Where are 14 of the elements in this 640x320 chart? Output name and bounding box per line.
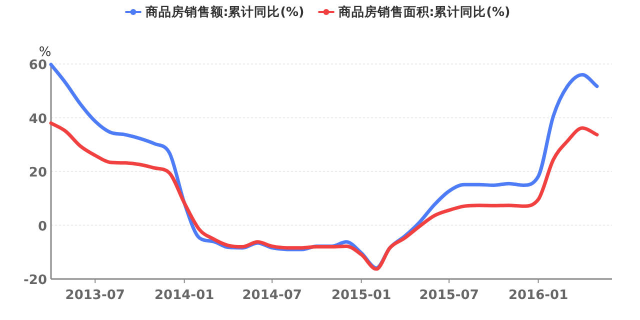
x-tick-label: 2013-07 bbox=[65, 288, 125, 303]
legend-label: 商品房销售额:累计同比(%) bbox=[144, 4, 304, 19]
y-tick-label: 0 bbox=[38, 219, 47, 234]
x-tick-label: 2015-07 bbox=[419, 288, 479, 303]
y-tick-label: 20 bbox=[28, 166, 47, 180]
y-tick-label: -20 bbox=[24, 273, 47, 288]
x-tick-label: 2015-01 bbox=[331, 288, 392, 303]
x-tick-label: 2016-01 bbox=[508, 288, 568, 303]
legend-label: 商品房销售面积:累计同比(%) bbox=[337, 4, 510, 19]
x-tick-label: 2014-07 bbox=[242, 288, 302, 303]
x-tick-label: 2014-01 bbox=[154, 288, 214, 303]
y-tick-label: 60 bbox=[28, 58, 47, 73]
y-axis-title: % bbox=[38, 45, 52, 60]
y-tick-label: 40 bbox=[28, 112, 47, 127]
